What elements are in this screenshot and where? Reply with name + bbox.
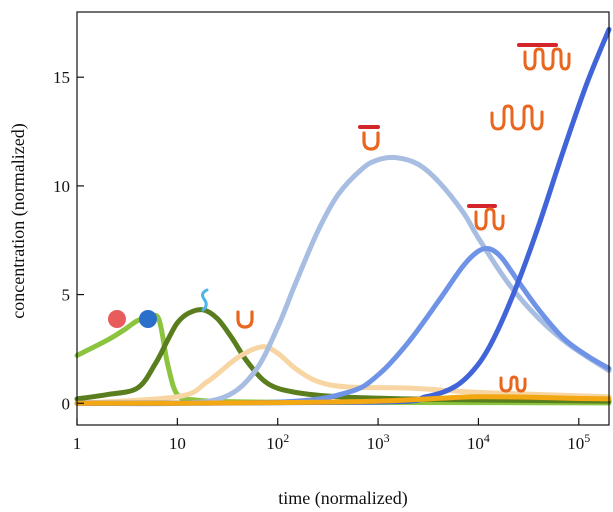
plot-lines — [74, 26, 612, 407]
y-tick-label-0: 0 — [62, 394, 71, 413]
y-axis-ticks: 0 5 10 15 — [53, 68, 84, 413]
orange-triple-hairpin-glyph — [490, 104, 544, 131]
orange-long-hairpin-glyph — [523, 47, 571, 71]
series-line-6 — [74, 26, 612, 406]
orange-u-glyph — [236, 310, 254, 329]
orange-double-hairpin-glyph — [474, 207, 505, 231]
y-tick-label-3: 15 — [53, 68, 70, 87]
x-axis-ticks: 1 10 102 103 104 105 — [73, 418, 590, 453]
series-line-7 — [74, 394, 612, 406]
cyan-strand-glyph — [201, 288, 209, 312]
plot-frame — [76, 11, 610, 426]
y-axis-title: concentration (normalized) — [8, 123, 29, 318]
red-monomer-glyph — [108, 310, 126, 328]
x-tick-label-0: 1 — [73, 434, 82, 453]
x-tick-label-2: 102 — [266, 431, 289, 453]
x-tick-label-4: 104 — [467, 431, 490, 453]
y-tick-label-2: 10 — [53, 177, 70, 196]
x-tick-label-1: 10 — [169, 434, 186, 453]
y-tick-label-1: 5 — [62, 286, 71, 305]
blue-monomer-glyph — [139, 310, 157, 328]
series-line-4 — [74, 154, 612, 407]
x-axis-title: time (normalized) — [278, 488, 407, 509]
x-tick-label-5: 105 — [567, 431, 590, 453]
series-line-5 — [74, 245, 612, 406]
orange-w-glyph — [499, 375, 527, 393]
orange-hairpin-glyph — [362, 131, 380, 151]
molecule-annotations — [108, 43, 571, 393]
x-tick-label-3: 103 — [367, 431, 390, 453]
series-line-3 — [74, 344, 612, 406]
